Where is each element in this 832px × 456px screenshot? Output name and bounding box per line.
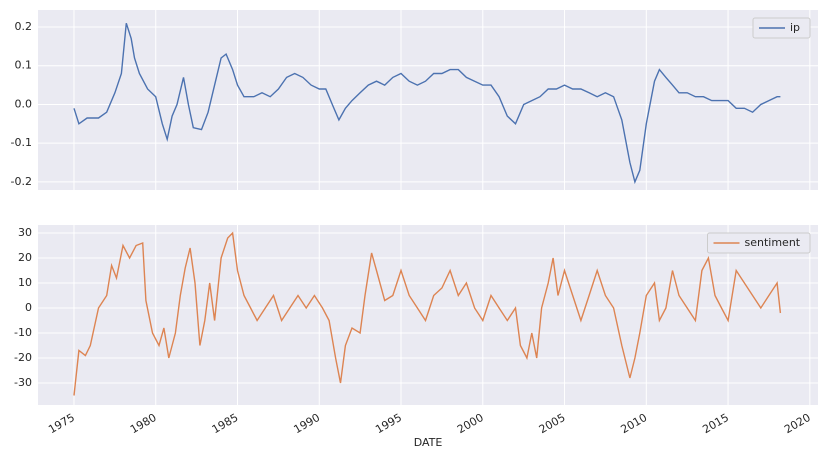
- y-tick-label: 30: [18, 226, 32, 239]
- legend: ip: [752, 17, 811, 39]
- x-tick-label: 2015: [700, 411, 731, 436]
- y-tick-label: 0.2: [15, 20, 33, 33]
- line-series: [73, 231, 782, 396]
- plot-area: [38, 10, 818, 190]
- legend-label: sentiment: [745, 236, 801, 249]
- x-tick-label: 1995: [373, 411, 404, 436]
- x-tick-label: 2010: [619, 411, 650, 436]
- x-tick-label: 2020: [782, 411, 813, 436]
- legend-box: [707, 232, 811, 254]
- y-tick-label: 0.1: [15, 59, 33, 72]
- y-tick-label: 0: [25, 301, 32, 314]
- line-series: [73, 22, 781, 185]
- x-tick-label: 1985: [210, 411, 241, 436]
- x-tick-label: 1975: [46, 411, 77, 436]
- x-tick-label: 1990: [292, 411, 323, 436]
- x-tick-label: 2000: [455, 411, 486, 436]
- x-axis-label: DATE: [414, 436, 443, 449]
- y-tick-label: 0.0: [15, 97, 33, 110]
- y-tick-label: -10: [14, 326, 32, 339]
- y-tick-label: -30: [14, 376, 32, 389]
- x-tick-label: 2005: [537, 411, 568, 436]
- y-tick-label: 20: [18, 251, 32, 264]
- y-tick-label: 10: [18, 276, 32, 289]
- y-tick-label: -20: [14, 351, 32, 364]
- y-tick-label: -0.1: [11, 136, 32, 149]
- y-tick-label: -0.2: [11, 175, 32, 188]
- x-tick-label: 1980: [128, 411, 159, 436]
- legend-label: ip: [790, 21, 800, 34]
- legend: sentiment: [707, 232, 811, 254]
